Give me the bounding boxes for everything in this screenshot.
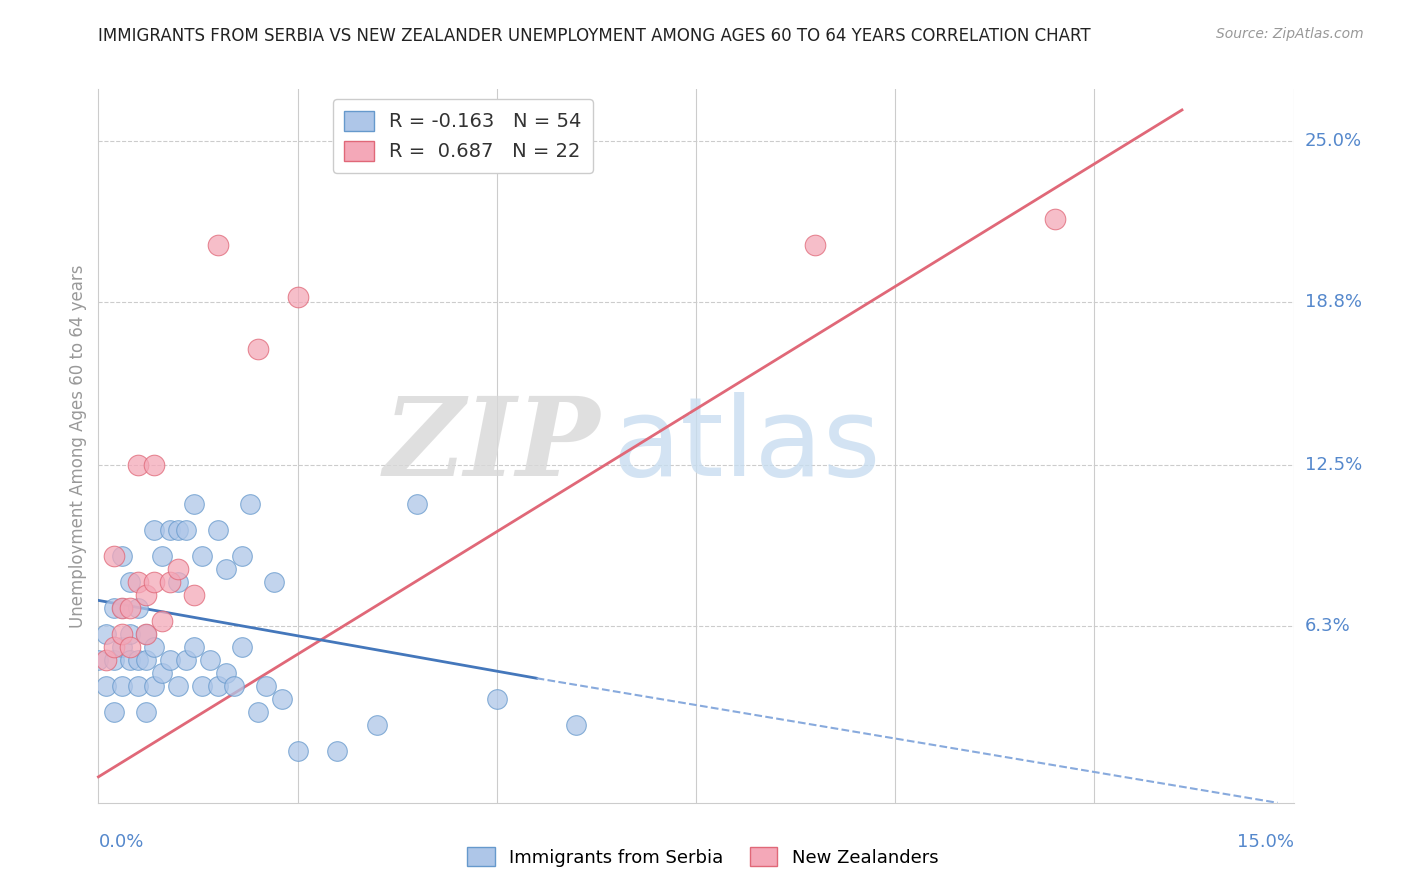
- Point: [103, 640, 125, 654]
- Point: [127, 601, 149, 615]
- Point: [246, 342, 269, 356]
- Point: [111, 679, 134, 693]
- Point: [143, 640, 166, 654]
- Point: [239, 497, 262, 511]
- Point: [565, 718, 588, 732]
- Point: [159, 575, 181, 590]
- Point: [120, 640, 142, 654]
- Text: 18.8%: 18.8%: [1305, 293, 1361, 311]
- Point: [103, 653, 125, 667]
- Point: [127, 575, 149, 590]
- Point: [150, 549, 173, 564]
- Point: [167, 524, 190, 538]
- Text: 15.0%: 15.0%: [1236, 833, 1294, 851]
- Point: [103, 549, 125, 564]
- Point: [111, 601, 134, 615]
- Point: [127, 653, 149, 667]
- Point: [120, 653, 142, 667]
- Point: [143, 524, 166, 538]
- Point: [167, 562, 190, 576]
- Point: [143, 575, 166, 590]
- Point: [103, 601, 125, 615]
- Point: [183, 640, 205, 654]
- Point: [215, 666, 238, 681]
- Legend: Immigrants from Serbia, New Zealanders: Immigrants from Serbia, New Zealanders: [460, 840, 946, 874]
- Point: [198, 653, 221, 667]
- Text: Source: ZipAtlas.com: Source: ZipAtlas.com: [1216, 27, 1364, 41]
- Point: [366, 718, 388, 732]
- Point: [167, 679, 190, 693]
- Point: [150, 666, 173, 681]
- Point: [96, 653, 118, 667]
- Text: ZIP: ZIP: [384, 392, 600, 500]
- Point: [287, 290, 309, 304]
- Point: [135, 705, 157, 719]
- Point: [96, 679, 118, 693]
- Point: [120, 627, 142, 641]
- Point: [135, 653, 157, 667]
- Legend: R = -0.163   N = 54, R =  0.687   N = 22: R = -0.163 N = 54, R = 0.687 N = 22: [333, 99, 593, 173]
- Point: [111, 549, 134, 564]
- Point: [485, 692, 508, 706]
- Point: [231, 640, 253, 654]
- Y-axis label: Unemployment Among Ages 60 to 64 years: Unemployment Among Ages 60 to 64 years: [69, 264, 87, 628]
- Text: IMMIGRANTS FROM SERBIA VS NEW ZEALANDER UNEMPLOYMENT AMONG AGES 60 TO 64 YEARS C: IMMIGRANTS FROM SERBIA VS NEW ZEALANDER …: [98, 27, 1091, 45]
- Point: [111, 601, 134, 615]
- Point: [159, 653, 181, 667]
- Point: [804, 238, 827, 252]
- Text: 12.5%: 12.5%: [1305, 457, 1362, 475]
- Text: atlas: atlas: [612, 392, 880, 500]
- Point: [254, 679, 277, 693]
- Point: [111, 640, 134, 654]
- Point: [174, 524, 197, 538]
- Point: [222, 679, 245, 693]
- Point: [167, 575, 190, 590]
- Point: [246, 705, 269, 719]
- Point: [1043, 211, 1066, 226]
- Point: [127, 458, 149, 473]
- Point: [191, 549, 214, 564]
- Point: [231, 549, 253, 564]
- Point: [120, 601, 142, 615]
- Point: [406, 497, 429, 511]
- Point: [127, 679, 149, 693]
- Point: [326, 744, 349, 758]
- Text: 0.0%: 0.0%: [98, 833, 143, 851]
- Point: [215, 562, 238, 576]
- Point: [150, 614, 173, 628]
- Point: [183, 588, 205, 602]
- Point: [87, 653, 110, 667]
- Point: [207, 524, 229, 538]
- Point: [174, 653, 197, 667]
- Point: [183, 497, 205, 511]
- Point: [135, 627, 157, 641]
- Point: [287, 744, 309, 758]
- Point: [159, 524, 181, 538]
- Point: [207, 679, 229, 693]
- Point: [270, 692, 292, 706]
- Point: [191, 679, 214, 693]
- Point: [143, 458, 166, 473]
- Text: 25.0%: 25.0%: [1305, 132, 1362, 150]
- Point: [103, 705, 125, 719]
- Text: 6.3%: 6.3%: [1305, 617, 1350, 635]
- Point: [96, 627, 118, 641]
- Point: [135, 627, 157, 641]
- Point: [207, 238, 229, 252]
- Point: [120, 575, 142, 590]
- Point: [143, 679, 166, 693]
- Point: [263, 575, 285, 590]
- Point: [135, 588, 157, 602]
- Point: [111, 627, 134, 641]
